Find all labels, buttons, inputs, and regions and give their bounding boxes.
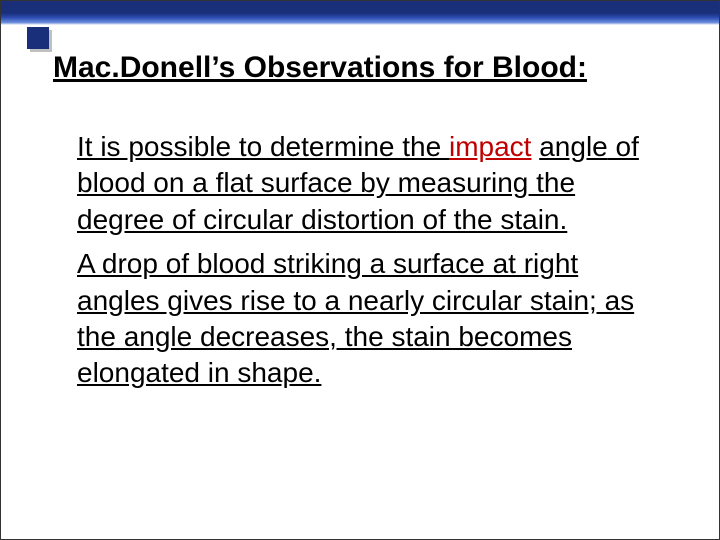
body-content: It is possible to determine the impact a… bbox=[77, 129, 663, 400]
para1-impact-word: impact bbox=[449, 131, 531, 162]
header-bar bbox=[1, 1, 719, 25]
slide-container: Mac.Donell’s Observations for Blood: It … bbox=[0, 0, 720, 540]
corner-square-accent bbox=[27, 27, 49, 49]
paragraph-2: A drop of blood striking a surface at ri… bbox=[77, 246, 663, 392]
para1-post-impact: angle bbox=[539, 131, 608, 162]
para2-text: A drop of blood striking a surface at ri… bbox=[77, 248, 634, 388]
paragraph-1: It is possible to determine the impact a… bbox=[77, 129, 663, 238]
para1-pre: It is possible to determine the bbox=[77, 131, 449, 162]
slide-title: Mac.Donell’s Observations for Blood: bbox=[53, 51, 587, 85]
